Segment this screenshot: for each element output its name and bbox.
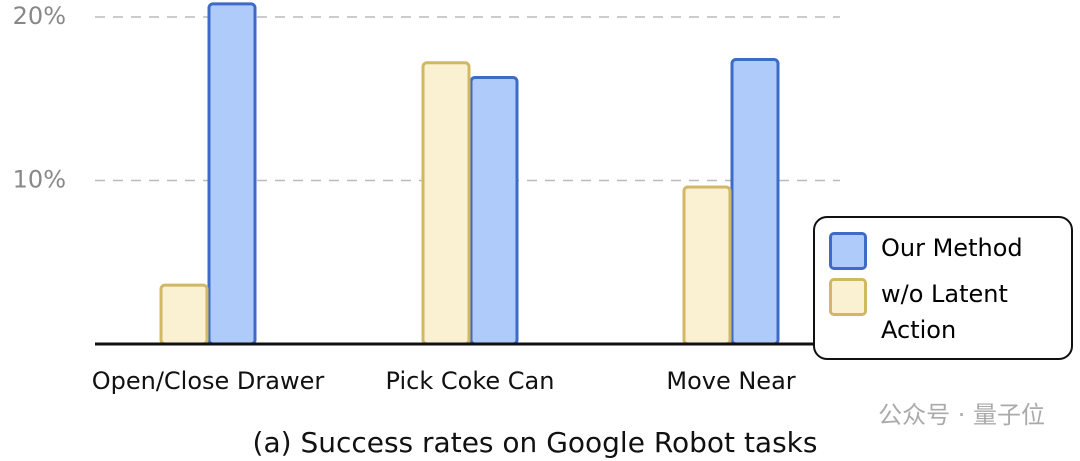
bar xyxy=(421,61,471,346)
bar xyxy=(159,283,209,346)
x-tick-label: Open/Close Drawer xyxy=(92,367,325,395)
watermark: 公众号 · 量子位 xyxy=(878,401,1045,429)
legend-label: Our Method xyxy=(881,234,1023,262)
bar xyxy=(469,75,519,346)
legend: Our Method w/o Latent Action xyxy=(813,216,1073,360)
bar xyxy=(730,58,780,346)
legend-label: w/o Latent Action xyxy=(881,280,1008,344)
y-tick-label: 10% xyxy=(13,166,66,194)
legend-swatch xyxy=(829,232,867,270)
bar xyxy=(207,2,257,346)
chart-title: (a) Success rates on Google Robot tasks xyxy=(253,426,818,459)
bar xyxy=(682,185,732,346)
x-tick-label: Pick Coke Can xyxy=(386,367,555,395)
legend-swatch xyxy=(829,278,867,316)
y-tick-label: 20% xyxy=(13,2,66,30)
legend-entry: w/o Latent Action xyxy=(829,276,1057,348)
legend-entry: Our Method xyxy=(829,230,1057,270)
x-tick-label: Move Near xyxy=(666,367,795,395)
